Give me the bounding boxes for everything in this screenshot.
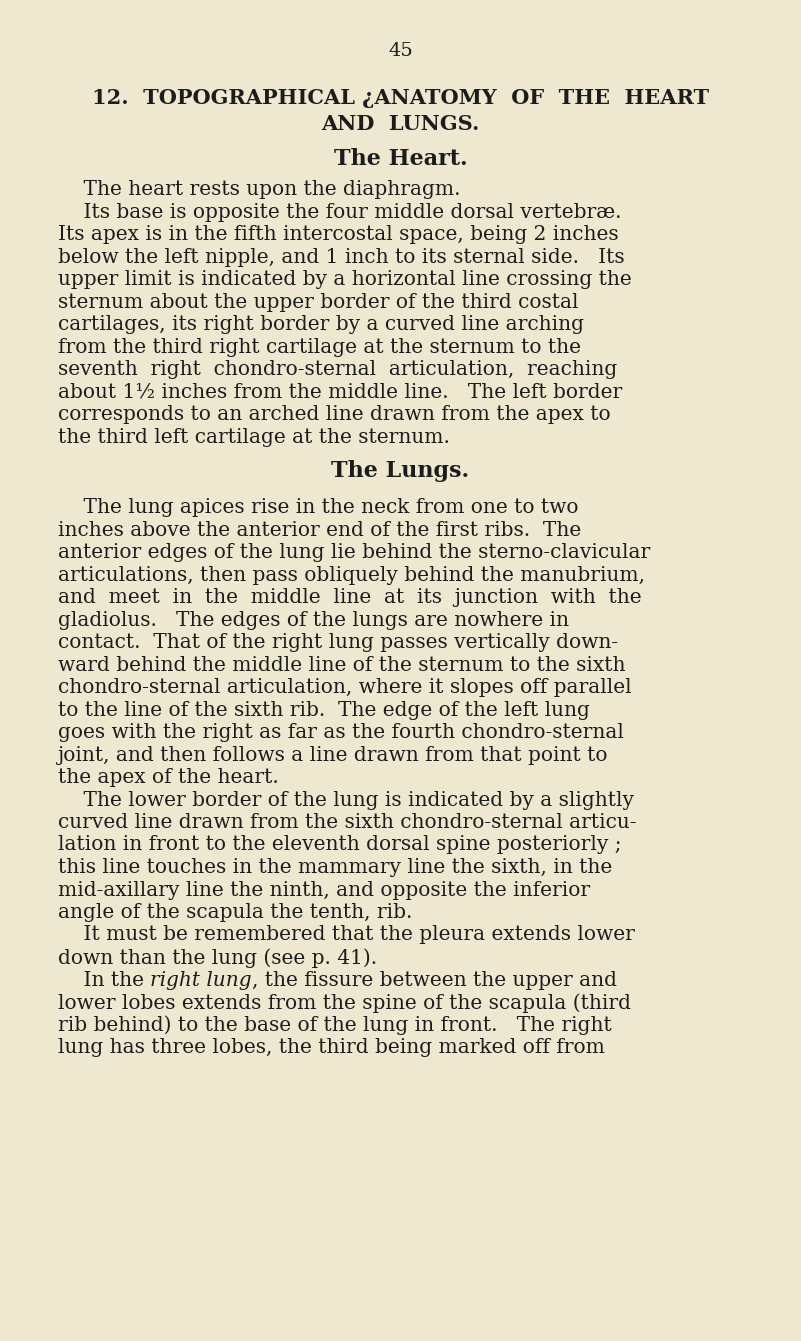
Text: The lung apices rise in the neck from one to two: The lung apices rise in the neck from on… bbox=[58, 498, 578, 518]
Text: seventh  right  chondro-sternal  articulation,  reaching: seventh right chondro-sternal articulati… bbox=[58, 359, 618, 380]
Text: curved line drawn from the sixth chondro-sternal articu-: curved line drawn from the sixth chondro… bbox=[58, 813, 637, 831]
Text: lower lobes extends from the spine of the scapula (third: lower lobes extends from the spine of th… bbox=[58, 992, 631, 1012]
Text: cartilages, its right border by a curved line arching: cartilages, its right border by a curved… bbox=[58, 315, 584, 334]
Text: The heart rests upon the diaphragm.: The heart rests upon the diaphragm. bbox=[58, 180, 461, 198]
Text: the third left cartilage at the sternum.: the third left cartilage at the sternum. bbox=[58, 428, 450, 447]
Text: corresponds to an arched line drawn from the apex to: corresponds to an arched line drawn from… bbox=[58, 405, 610, 424]
Text: In the: In the bbox=[58, 971, 151, 990]
Text: angle of the scapula the tenth, rib.: angle of the scapula the tenth, rib. bbox=[58, 902, 413, 923]
Text: down than the lung (see p. 41).: down than the lung (see p. 41). bbox=[58, 948, 377, 968]
Text: It must be remembered that the pleura extends lower: It must be remembered that the pleura ex… bbox=[58, 925, 635, 944]
Text: rib behind) to the base of the lung in front.   The right: rib behind) to the base of the lung in f… bbox=[58, 1015, 612, 1035]
Text: anterior edges of the lung lie behind the sterno-clavicular: anterior edges of the lung lie behind th… bbox=[58, 543, 650, 562]
Text: to the line of the sixth rib.  The edge of the left lung: to the line of the sixth rib. The edge o… bbox=[58, 700, 590, 720]
Text: Its base is opposite the four middle dorsal vertebræ.: Its base is opposite the four middle dor… bbox=[58, 202, 622, 221]
Text: inches above the anterior end of the first ribs.  The: inches above the anterior end of the fir… bbox=[58, 520, 582, 539]
Text: from the third right cartilage at the sternum to the: from the third right cartilage at the st… bbox=[58, 338, 581, 357]
Text: 12.  TOPOGRAPHICAL ¿ANATOMY  OF  THE  HEART: 12. TOPOGRAPHICAL ¿ANATOMY OF THE HEART bbox=[92, 89, 709, 109]
Text: sternum about the upper border of the third costal: sternum about the upper border of the th… bbox=[58, 292, 578, 311]
Text: Its apex is in the fifth intercostal space, being 2 inches: Its apex is in the fifth intercostal spa… bbox=[58, 225, 618, 244]
Text: joint, and then follows a line drawn from that point to: joint, and then follows a line drawn fro… bbox=[58, 746, 609, 764]
Text: The lower border of the lung is indicated by a slightly: The lower border of the lung is indicate… bbox=[58, 790, 634, 810]
Text: articulations, then pass obliquely behind the manubrium,: articulations, then pass obliquely behin… bbox=[58, 566, 645, 585]
Text: the apex of the heart.: the apex of the heart. bbox=[58, 768, 279, 787]
Text: contact.  That of the right lung passes vertically down-: contact. That of the right lung passes v… bbox=[58, 633, 618, 652]
Text: and  meet  in  the  middle  line  at  its  junction  with  the: and meet in the middle line at its junct… bbox=[58, 587, 642, 607]
Text: chondro-sternal articulation, where it slopes off parallel: chondro-sternal articulation, where it s… bbox=[58, 679, 632, 697]
Text: lung has three lobes, the third being marked off from: lung has three lobes, the third being ma… bbox=[58, 1038, 605, 1057]
Text: 45: 45 bbox=[388, 42, 413, 60]
Text: The Heart.: The Heart. bbox=[334, 148, 467, 170]
Text: about 1½ inches from the middle line.   The left border: about 1½ inches from the middle line. Th… bbox=[58, 382, 622, 401]
Text: this line touches in the mammary line the sixth, in the: this line touches in the mammary line th… bbox=[58, 858, 612, 877]
Text: , the fissure between the upper and: , the fissure between the upper and bbox=[252, 971, 617, 990]
Text: lation in front to the eleventh dorsal spine posteriorly ;: lation in front to the eleventh dorsal s… bbox=[58, 835, 622, 854]
Text: mid-axillary line the ninth, and opposite the inferior: mid-axillary line the ninth, and opposit… bbox=[58, 881, 590, 900]
Text: The Lungs.: The Lungs. bbox=[332, 460, 469, 481]
Text: goes with the right as far as the fourth chondro-sternal: goes with the right as far as the fourth… bbox=[58, 723, 624, 742]
Text: AND  LUNGS.: AND LUNGS. bbox=[321, 114, 480, 134]
Text: below the left nipple, and 1 inch to its sternal side.   Its: below the left nipple, and 1 inch to its… bbox=[58, 248, 625, 267]
Text: ward behind the middle line of the sternum to the sixth: ward behind the middle line of the stern… bbox=[58, 656, 626, 675]
Text: upper limit is indicated by a horizontal line crossing the: upper limit is indicated by a horizontal… bbox=[58, 270, 632, 290]
Text: right lung: right lung bbox=[151, 971, 252, 990]
Text: gladiolus.   The edges of the lungs are nowhere in: gladiolus. The edges of the lungs are no… bbox=[58, 610, 569, 629]
